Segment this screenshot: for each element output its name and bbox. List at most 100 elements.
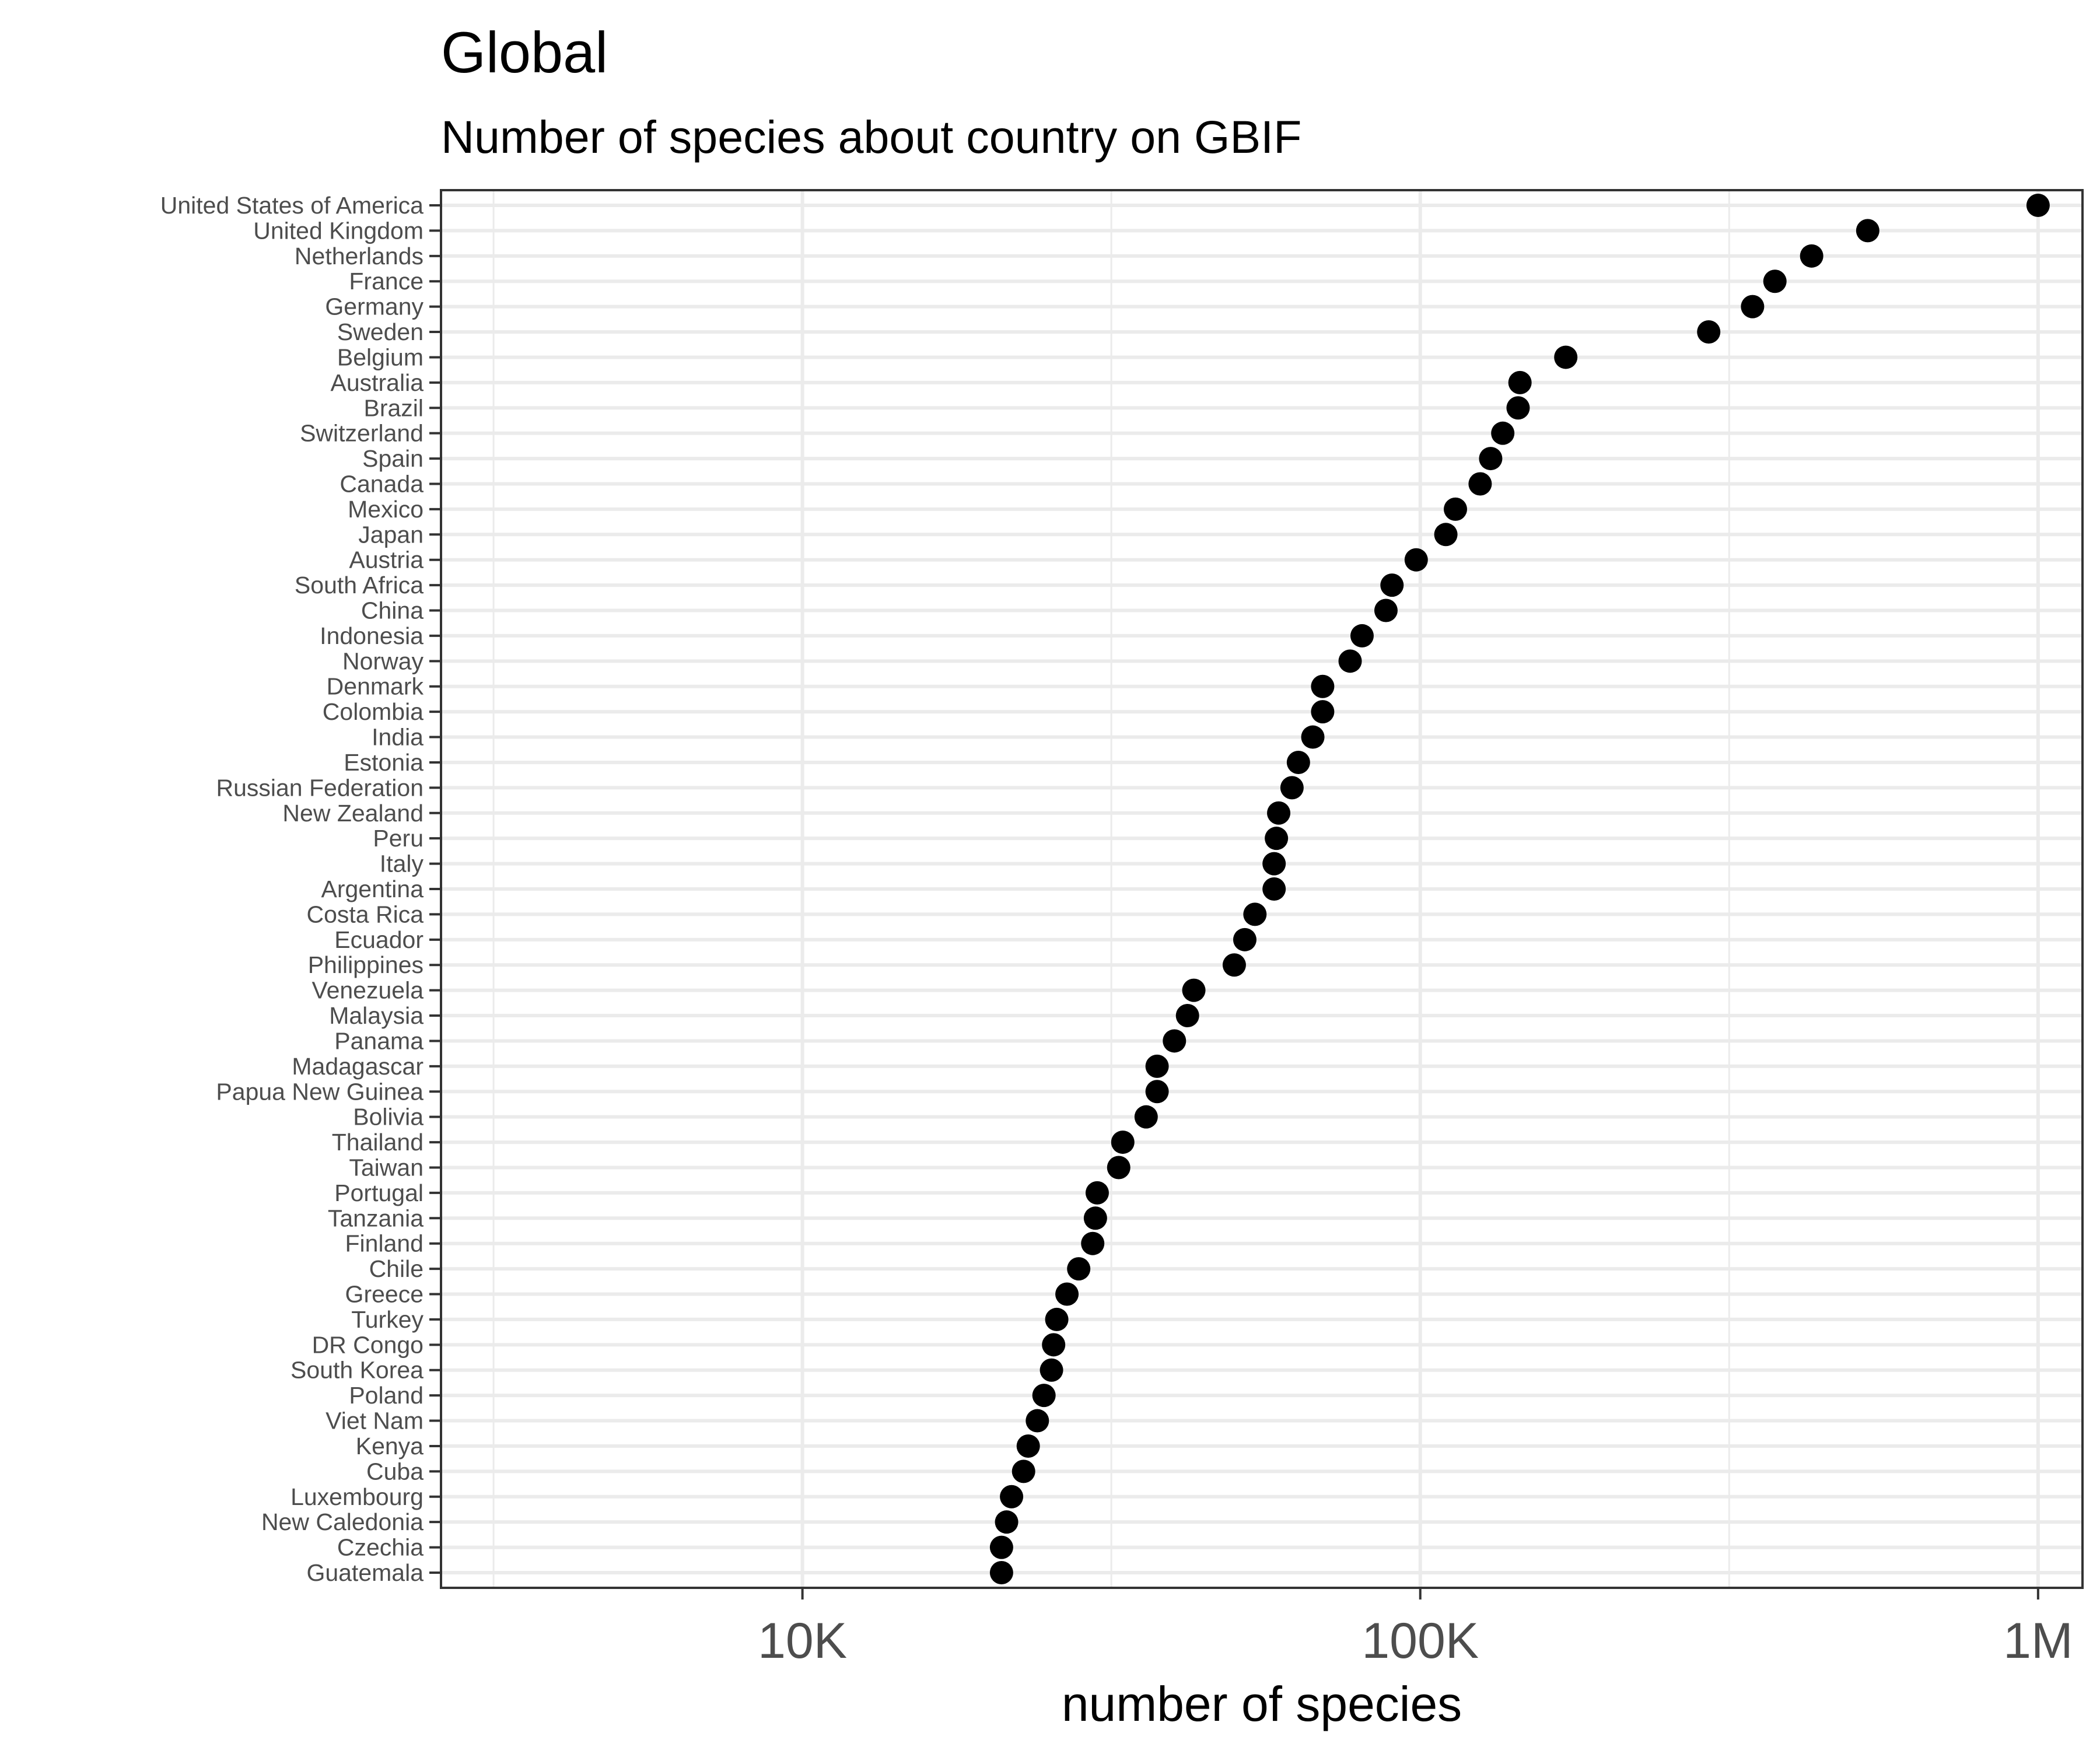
data-point: [1243, 902, 1267, 926]
data-point: [1175, 1004, 1199, 1028]
chart-subtitle: Number of species about country on GBIF: [441, 111, 1301, 163]
grid: [441, 190, 2082, 1588]
data-point: [1262, 877, 1286, 901]
data-point: [1800, 244, 1824, 268]
y-tick-label: Bolivia: [353, 1104, 424, 1130]
y-tick-label: Switzerland: [300, 420, 424, 447]
y-tick-label: Malaysia: [329, 1002, 424, 1029]
x-axis: 10K 100K 1M: [758, 1588, 2073, 1669]
y-tick-label: Denmark: [327, 673, 424, 700]
y-tick-label: Papua New Guinea: [216, 1078, 424, 1105]
data-point: [1468, 472, 1492, 496]
y-tick-label: Chile: [369, 1255, 424, 1282]
data-point: [989, 1561, 1013, 1584]
y-tick-label: Germany: [325, 293, 424, 320]
data-point: [1856, 219, 1880, 243]
x-tick-label: 100K: [1362, 1613, 1479, 1669]
x-axis-label: number of species: [1062, 1676, 1462, 1731]
data-point: [2026, 194, 2050, 217]
y-tick-label: Spain: [362, 445, 424, 472]
y-tick-label: Panama: [334, 1027, 424, 1054]
y-tick-label: Sweden: [337, 318, 424, 345]
y-tick-label: Venezuela: [312, 977, 424, 1004]
y-tick-label: Brazil: [363, 394, 424, 421]
y-tick-label: Kenya: [356, 1433, 424, 1460]
y-tick-label: Luxembourg: [290, 1483, 424, 1510]
y-tick-label: New Caledonia: [261, 1508, 424, 1535]
y-tick-label: France: [349, 268, 424, 295]
data-point: [1479, 447, 1503, 471]
y-tick-label: Finland: [345, 1230, 424, 1257]
y-tick-label: Poland: [349, 1382, 424, 1409]
data-point: [1042, 1333, 1066, 1357]
y-tick-label: New Zealand: [282, 800, 424, 827]
data-point: [1374, 598, 1398, 622]
data-point: [1085, 1181, 1109, 1205]
y-tick-label: Estonia: [344, 749, 424, 776]
y-tick-label: Italy: [380, 850, 424, 877]
data-point: [1026, 1409, 1049, 1433]
y-tick-label: Belgium: [337, 344, 424, 370]
data-point: [1000, 1485, 1024, 1508]
y-tick-label: Austria: [349, 547, 424, 573]
data-point: [1350, 624, 1374, 648]
data-point: [1182, 978, 1206, 1002]
y-tick-label: Norway: [342, 648, 424, 674]
data-point: [995, 1510, 1019, 1534]
data-point: [1554, 345, 1578, 369]
y-tick-label: Argentina: [321, 876, 424, 902]
data-point: [1311, 674, 1335, 698]
y-tick-label: United States of America: [160, 192, 424, 219]
y-tick-label: DR Congo: [312, 1331, 424, 1358]
data-point: [1265, 827, 1289, 850]
y-tick-label: Netherlands: [295, 243, 424, 270]
data-point: [1134, 1105, 1158, 1129]
y-tick-label: Madagascar: [292, 1053, 424, 1080]
y-tick-label: Russian Federation: [216, 774, 424, 801]
y-tick-label: Viet Nam: [326, 1408, 424, 1434]
y-tick-label: Guatemala: [306, 1559, 424, 1586]
data-point: [1233, 928, 1256, 951]
y-tick-label: Tanzania: [328, 1205, 424, 1231]
y-tick-label: South Korea: [290, 1357, 424, 1384]
y-tick-label: Czechia: [337, 1534, 424, 1561]
data-point: [1301, 725, 1325, 749]
y-tick-label: Turkey: [351, 1306, 424, 1333]
y-tick-label: Cuba: [366, 1458, 424, 1485]
data-point: [1012, 1460, 1035, 1483]
y-tick-label: Mexico: [348, 496, 424, 523]
y-tick-label: Taiwan: [349, 1154, 424, 1181]
y-tick-label: Ecuador: [334, 926, 424, 953]
data-point: [1145, 1054, 1169, 1078]
y-tick-label: South Africa: [295, 572, 424, 598]
data-point: [1338, 649, 1362, 673]
data-point: [1280, 776, 1304, 800]
data-point: [1083, 1206, 1107, 1230]
data-point: [1741, 295, 1765, 318]
data-point: [1045, 1307, 1069, 1331]
data-point: [1145, 1080, 1169, 1104]
data-point: [1222, 953, 1246, 977]
data-point: [1163, 1029, 1186, 1053]
data-point: [1311, 700, 1335, 724]
x-tick-label: 10K: [758, 1613, 847, 1669]
y-tick-label: Japan: [358, 521, 424, 548]
data-point: [1404, 548, 1428, 572]
data-point: [1262, 852, 1286, 876]
data-point: [1697, 320, 1721, 344]
data-point: [989, 1535, 1013, 1559]
y-tick-label: Thailand: [332, 1129, 424, 1156]
data-point: [1380, 573, 1404, 597]
data-point: [1267, 801, 1291, 825]
data-point: [1016, 1434, 1040, 1458]
y-tick-label: Greece: [345, 1281, 424, 1308]
data-point: [1508, 370, 1532, 394]
y-tick-label: Philippines: [308, 951, 424, 978]
y-tick-label: Canada: [340, 470, 424, 497]
y-tick-label: United Kingdom: [253, 217, 424, 244]
data-point: [1081, 1231, 1105, 1255]
data-point: [1111, 1130, 1135, 1154]
data-point: [1055, 1282, 1079, 1306]
y-tick-label: India: [372, 724, 424, 751]
